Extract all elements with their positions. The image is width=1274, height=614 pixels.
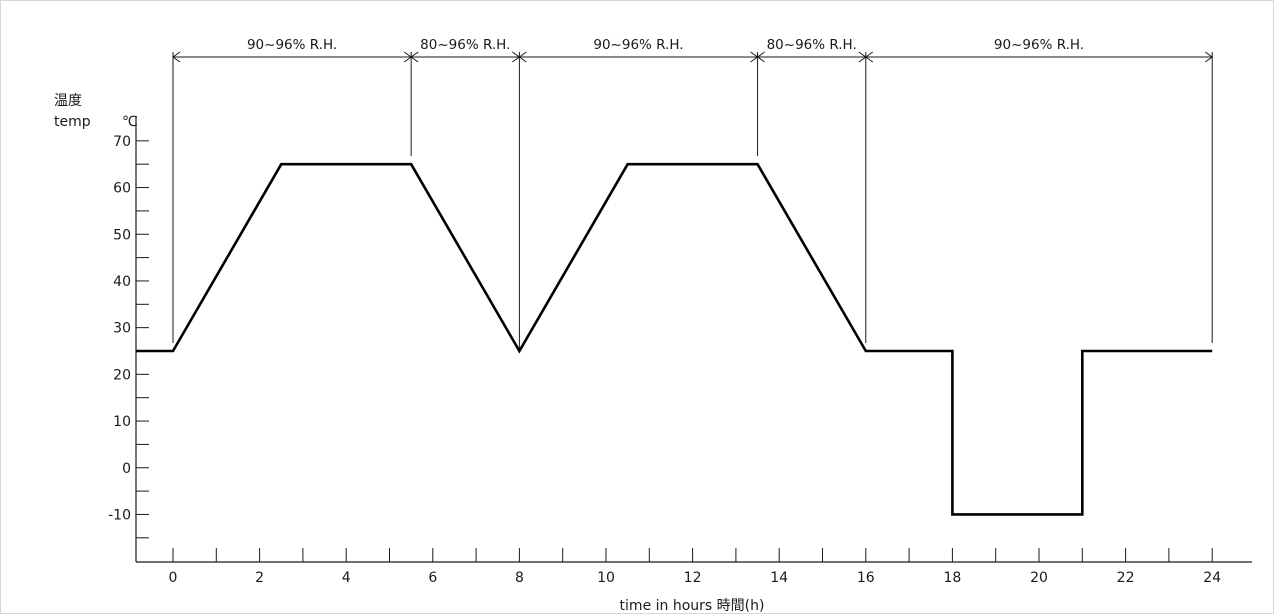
humidity-range-label: 90~96% R.H. xyxy=(593,37,683,53)
x-tick-label: 22 xyxy=(1117,570,1135,586)
y-tick-label: 40 xyxy=(113,274,131,290)
x-tick-label: 18 xyxy=(943,570,961,586)
x-tick-label: 16 xyxy=(857,570,875,586)
x-tick-label: 24 xyxy=(1203,570,1221,586)
x-axis-label: time in hours 時間(h) xyxy=(620,598,765,614)
arrowhead-left xyxy=(518,51,527,63)
x-tick-label: 0 xyxy=(169,570,178,586)
x-tick-label: 8 xyxy=(515,570,524,586)
humidity-range-label: 90~96% R.H. xyxy=(994,37,1084,53)
y-tick-label: 30 xyxy=(113,321,131,337)
arrowhead-left xyxy=(864,51,874,63)
arrowhead-left xyxy=(410,51,419,63)
y-tick-label: -10 xyxy=(108,507,131,523)
x-tick-label: 4 xyxy=(342,570,351,586)
arrowhead-right xyxy=(1204,51,1214,63)
x-tick-label: 12 xyxy=(684,570,702,586)
y-tick-label: 70 xyxy=(113,134,131,150)
temperature-profile-line xyxy=(136,162,1213,516)
y-axis-label-jp: 温度 xyxy=(54,93,82,109)
x-tick-label: 10 xyxy=(597,570,615,586)
arrowhead-left xyxy=(756,51,765,63)
humidity-range-label: 90~96% R.H. xyxy=(247,37,337,53)
y-tick-label: 10 xyxy=(113,414,131,430)
y-tick-label: 20 xyxy=(113,367,131,383)
x-tick-label: 6 xyxy=(428,570,437,586)
x-tick-label: 2 xyxy=(255,570,264,586)
humidity-annotations: 90~96% R.H. 80~96% R.H. 90~96% R.H. 80~96% … xyxy=(172,37,1214,351)
series-layer xyxy=(136,162,1213,516)
humidity-range-label: 80~96% R.H. xyxy=(767,37,857,53)
arrowhead-left xyxy=(172,51,181,63)
y-tick-label: 50 xyxy=(113,227,131,243)
y-axis-label-en: temp xyxy=(54,114,91,130)
humidity-range-label: 80~96% R.H. xyxy=(420,37,510,53)
x-tick-label: 14 xyxy=(770,570,788,586)
x-tick-label: 20 xyxy=(1030,570,1048,586)
y-tick-label: 60 xyxy=(113,181,131,197)
y-axis-unit: ℃ xyxy=(122,114,138,130)
y-tick-label: 0 xyxy=(122,461,131,477)
